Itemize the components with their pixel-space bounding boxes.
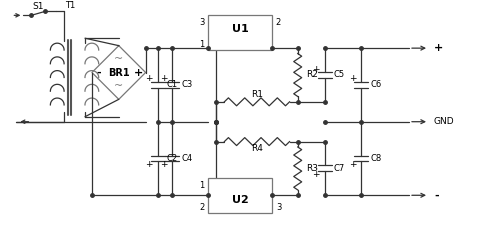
Text: C2: C2 [166, 154, 177, 163]
Text: 2: 2 [276, 18, 281, 27]
Text: 2: 2 [199, 203, 204, 212]
Text: +: + [160, 160, 168, 169]
Text: +: + [145, 160, 152, 169]
Text: BR1: BR1 [108, 68, 130, 77]
Text: ~: ~ [114, 81, 124, 91]
Text: +: + [312, 170, 320, 179]
Text: 1: 1 [199, 181, 204, 190]
FancyBboxPatch shape [208, 15, 272, 50]
Text: +: + [348, 160, 356, 169]
Text: R1: R1 [251, 90, 263, 99]
Text: C8: C8 [370, 154, 382, 163]
Text: C3: C3 [182, 80, 192, 90]
Text: +: + [134, 68, 143, 77]
Text: T1: T1 [65, 1, 75, 10]
Text: -: - [434, 190, 438, 200]
Text: 1: 1 [199, 40, 204, 49]
Text: +: + [434, 43, 443, 53]
Text: U1: U1 [232, 24, 248, 34]
Text: 3: 3 [199, 18, 204, 27]
Text: C1: C1 [166, 80, 177, 90]
Text: +: + [160, 75, 168, 83]
Text: R4: R4 [251, 144, 263, 153]
Text: C7: C7 [334, 164, 345, 173]
Text: C6: C6 [370, 80, 382, 90]
Text: R2: R2 [306, 70, 318, 79]
Text: 3: 3 [276, 203, 281, 212]
Text: C5: C5 [334, 70, 344, 79]
Text: +: + [145, 75, 152, 83]
Text: S1: S1 [32, 2, 44, 11]
Text: -: - [96, 68, 101, 77]
Text: ~: ~ [114, 53, 124, 64]
Text: R3: R3 [306, 164, 318, 173]
Text: C4: C4 [182, 154, 192, 163]
FancyBboxPatch shape [208, 178, 272, 213]
Text: +: + [348, 75, 356, 83]
Text: +: + [312, 65, 320, 74]
Text: U2: U2 [232, 195, 248, 205]
Text: GND: GND [434, 117, 454, 126]
